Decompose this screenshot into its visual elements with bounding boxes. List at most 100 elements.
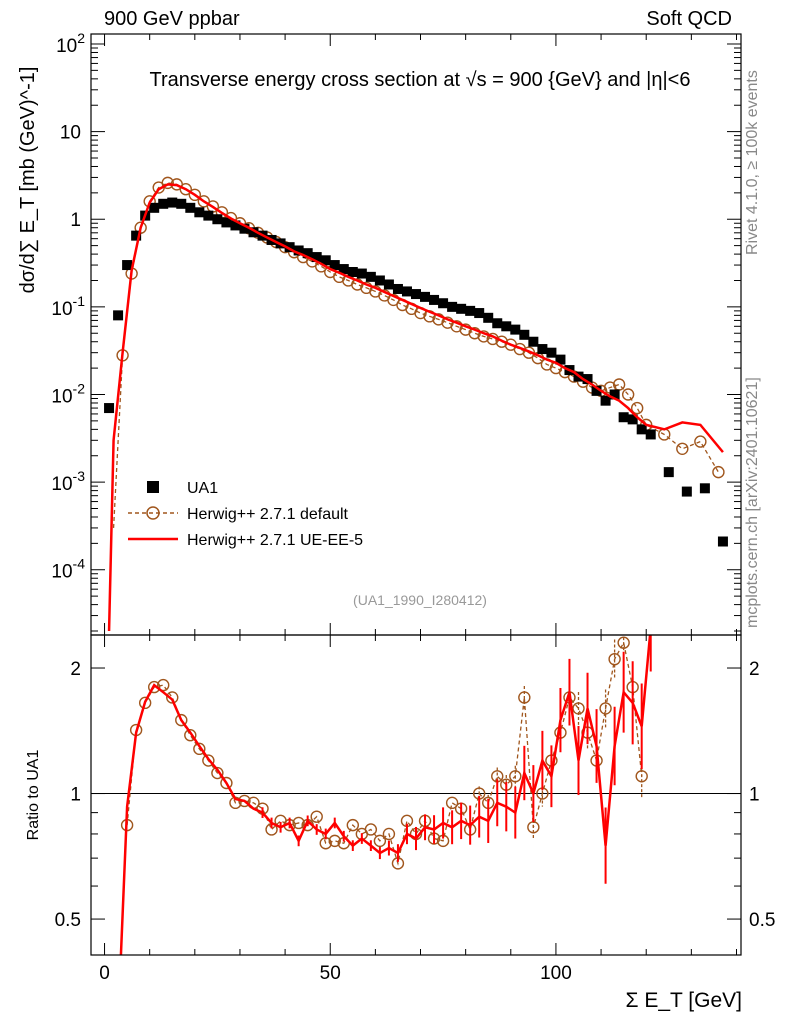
ua1-data-point [311, 252, 322, 263]
ratio-herwig-default-point [599, 702, 612, 715]
top-y-tick-label: 10-2 [51, 380, 85, 407]
ratio-herwig-default-point [608, 652, 621, 666]
top-y-tick-label: 10-4 [51, 556, 85, 583]
legend-label-herwig-default: Herwig++ 2.7.1 default [187, 506, 349, 523]
ua1-data-point [113, 310, 124, 321]
rivet-version-label: Rivet 4.1.0, ≥ 100k events [744, 70, 761, 255]
ratio-herwig-default-point [310, 810, 323, 823]
analysis-tag: (UA1_1990_I280412) [353, 592, 487, 608]
ua1-data-point [429, 294, 440, 305]
ua1-data-point [438, 298, 449, 309]
legend-label-ua1: UA1 [187, 480, 218, 497]
ratio-herwig-default-point [509, 770, 522, 783]
ratio-y-tick-label-right: 2 [749, 659, 760, 680]
herwig-default-point [495, 335, 508, 348]
ua1-data-point [401, 286, 412, 297]
ua1-data-point [645, 429, 656, 440]
ua1-data-point [284, 242, 295, 253]
ratio-herwig-default-point [518, 691, 531, 704]
herwig-default-point [468, 327, 481, 340]
ua1-data-point [465, 305, 476, 316]
x-tick-label: 100 [540, 963, 572, 984]
ua1-data-point [501, 321, 512, 332]
ua1-data-point [537, 344, 548, 355]
ratio-herwig-default-point [617, 636, 630, 649]
ua1-data-point [510, 324, 521, 335]
ratio-herwig-default-point [328, 834, 341, 848]
ua1-data-point [618, 412, 629, 423]
ua1-data-point [555, 354, 566, 365]
ua1-data-point [392, 283, 403, 294]
top-y-tick-label: 10-1 [51, 293, 85, 320]
ratio-y-tick-label-right: 0.5 [749, 910, 775, 931]
ua1-data-point [329, 260, 340, 271]
herwig-default-point [676, 442, 689, 455]
herwig-default-point [621, 388, 635, 401]
ua1-data-point [212, 214, 223, 225]
ua1-data-point [176, 198, 187, 209]
ua1-data-point [591, 385, 602, 396]
ratio-herwig-default-point [364, 823, 378, 836]
ua1-data-point [546, 347, 557, 358]
ua1-data-point [203, 210, 214, 221]
herwig-default-point [694, 435, 707, 448]
ratio-herwig-default-point [184, 729, 197, 742]
ua1-data-point [158, 198, 169, 209]
ratio-herwig-default-point [211, 766, 224, 780]
ratio-herwig-default-point [635, 770, 648, 783]
ua1-data-point [131, 230, 142, 241]
ua1-data-point [383, 279, 394, 290]
top-y-axis-label: dσ/d∑ E_T [mb (GeV)^-1] [17, 67, 39, 294]
legend-marker-herwig-default [146, 506, 160, 520]
ua1-data-point [104, 403, 115, 414]
ua1-data-point [681, 486, 692, 497]
ua1-data-point [356, 268, 367, 279]
top-y-tick-label: 10-3 [51, 468, 85, 495]
ratio-herwig-default-point [373, 834, 387, 848]
ratio-herwig-default-point [147, 680, 161, 694]
ratio-herwig-default-point [346, 818, 360, 832]
ua1-data-point [194, 207, 205, 218]
ratio-panel-frame [90, 634, 742, 956]
ua1-data-point [663, 467, 674, 478]
legend-marker-ua1 [147, 481, 159, 493]
x-axis-label: Σ E_T [GeV] [626, 989, 742, 1012]
ua1-data-point [320, 255, 331, 266]
ua1-data-point [374, 275, 385, 286]
top-y-tick-label: 10 [60, 123, 81, 144]
ua1-data-point [293, 245, 304, 256]
ua1-data-point [248, 227, 259, 238]
ua1-data-point [365, 271, 376, 282]
ua1-data-point [338, 264, 349, 275]
ua1-data-point [230, 220, 241, 231]
ratio-herwig-default-point [175, 713, 188, 727]
ua1-data-point [627, 414, 638, 425]
ratio-herwig-default-point [193, 742, 206, 756]
ua1-data-point [221, 217, 232, 228]
ratio-y-tick-label-left: 0.5 [55, 910, 81, 931]
ratio-herwig-default-point [166, 691, 179, 704]
header-right: Soft QCD [646, 8, 732, 30]
ua1-data-point [474, 308, 485, 319]
ratio-herwig-default-point [382, 827, 396, 841]
ratio-herwig-default-point [138, 696, 152, 710]
ratio-herwig-ueee5-line [119, 635, 652, 955]
ua1-data-point [528, 336, 539, 347]
ua1-data-point [636, 424, 647, 435]
ratio-herwig-default-point [572, 702, 585, 715]
ratio-y-tick-label-left: 1 [70, 785, 81, 806]
ua1-data-point [717, 536, 728, 547]
ua1-data-point [582, 374, 593, 385]
ratio-y-axis-label: Ratio to UA1 [25, 750, 42, 841]
herwig-default-point [179, 183, 192, 196]
x-tick-label: 50 [320, 963, 341, 984]
herwig-default-point [161, 176, 174, 190]
ua1-data-point [302, 248, 313, 259]
ratio-herwig-default-point [445, 796, 459, 810]
ua1-data-point [492, 318, 503, 329]
legend: UA1 Herwig++ 2.7.1 default Herwig++ 2.7.… [128, 480, 363, 549]
ratio-herwig-default-point [292, 816, 305, 830]
ua1-data-point [609, 389, 620, 400]
ua1-data-point [411, 289, 421, 300]
